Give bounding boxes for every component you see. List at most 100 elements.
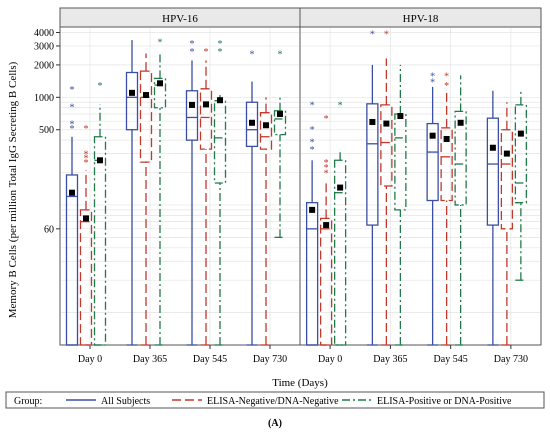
outlier-marker: *	[70, 120, 75, 131]
box	[259, 112, 273, 150]
box-group	[259, 97, 273, 346]
mean-marker	[83, 215, 89, 222]
x-axis-label: Time (Days)	[272, 377, 328, 389]
box-group	[125, 40, 139, 346]
y-tick-label: 1000	[34, 93, 54, 104]
outlier-marker: *	[218, 47, 223, 58]
box-group: **	[440, 71, 453, 346]
box-group	[486, 90, 500, 346]
mean-marker	[323, 222, 330, 229]
outlier-marker: *	[84, 158, 89, 169]
box	[199, 88, 213, 150]
box	[245, 101, 259, 148]
box-group	[514, 90, 528, 281]
outlier-marker: *	[84, 124, 89, 135]
y-tick-label: 4000	[34, 28, 54, 39]
mean-marker	[189, 101, 195, 108]
mean-marker	[203, 101, 209, 108]
box	[514, 104, 528, 204]
mean-marker	[457, 119, 464, 126]
y-tick-label: 500	[39, 125, 54, 136]
box-group	[454, 75, 467, 346]
x-tick-label: Day 545	[434, 354, 468, 365]
panel-title: HPV-18	[403, 13, 439, 25]
box	[426, 122, 439, 202]
box	[139, 70, 153, 163]
legend-label: ELISA-Negative/DNA-Negative	[207, 396, 339, 407]
panel-frame	[299, 26, 542, 346]
outlier-marker: *	[70, 124, 75, 135]
mean-marker	[69, 189, 75, 196]
y-tick-label: 3000	[34, 41, 54, 52]
mean-marker	[249, 119, 255, 126]
outlier-marker: *	[84, 154, 89, 165]
outlier-marker: *	[310, 137, 315, 148]
x-tick-label: Day 0	[318, 354, 342, 365]
legend-label: All Subjects	[101, 396, 150, 407]
box-group: *	[273, 50, 287, 239]
box	[185, 90, 199, 141]
figure-caption: (A)	[268, 418, 282, 429]
legend-label: ELISA-Positive or DNA-Positive	[377, 396, 512, 407]
x-tick-label: Day 0	[78, 354, 102, 365]
outlier-marker: *	[324, 163, 329, 174]
outlier-marker: *	[218, 39, 223, 50]
panel-frame	[59, 26, 301, 346]
y-tick-label: 60	[44, 224, 54, 235]
box	[366, 103, 379, 226]
x-tick-label: Day 545	[193, 354, 227, 365]
box-group: **	[213, 39, 227, 346]
outlier-marker: *	[324, 158, 329, 169]
mean-marker	[397, 113, 404, 120]
mean-marker	[337, 184, 344, 191]
mean-marker	[429, 132, 436, 139]
x-tick-label: Day 365	[133, 354, 167, 365]
box-group: *	[245, 50, 259, 346]
outlier-marker: *	[70, 85, 75, 96]
box-group: *	[153, 37, 167, 346]
mean-marker	[97, 157, 103, 164]
box	[500, 129, 514, 230]
box	[486, 117, 500, 226]
outlier-marker: *	[98, 81, 103, 92]
x-axis: Day 0 Day 365 Day 545 Day 730 Day 0 Day 365 Da…	[78, 345, 528, 365]
box	[333, 159, 347, 346]
box	[380, 104, 393, 187]
x-tick-label: Day 365	[373, 354, 407, 365]
box-group: *	[333, 100, 347, 346]
outlier-marker: *	[444, 71, 449, 82]
outlier-marker: *	[370, 30, 375, 41]
box-group: **	[185, 39, 199, 346]
outlier-marker: *	[190, 39, 195, 50]
outlier-marker: *	[444, 81, 449, 92]
box-marks: ********************************	[65, 30, 528, 346]
outlier-marker: *	[70, 103, 75, 114]
box-group: ****	[65, 85, 79, 346]
box-group: ****	[79, 124, 93, 346]
box-group	[139, 53, 153, 346]
mean-marker	[217, 97, 223, 104]
box-group: *	[93, 81, 107, 346]
mean-marker	[129, 89, 135, 96]
mean-marker	[489, 144, 496, 151]
mean-marker	[369, 118, 376, 125]
box-group: *	[366, 30, 379, 346]
outlier-marker: *	[278, 50, 283, 61]
box	[273, 110, 287, 136]
box	[454, 110, 467, 206]
mean-marker	[143, 92, 149, 99]
outlier-marker: *	[158, 37, 163, 48]
box-group: **	[426, 71, 439, 346]
x-tick-label: Day 730	[253, 354, 287, 365]
outlier-marker: *	[324, 114, 329, 125]
y-tick-label: 2000	[34, 60, 54, 71]
box-group: *	[380, 30, 393, 346]
box-group: ****	[319, 114, 333, 346]
outlier-marker: *	[250, 50, 255, 61]
outlier-marker: *	[190, 47, 195, 58]
box	[125, 71, 139, 131]
panel-title: HPV-16	[162, 13, 198, 25]
outlier-marker: *	[310, 145, 315, 156]
outlier-marker: *	[310, 125, 315, 136]
box-group: ****	[305, 100, 319, 346]
